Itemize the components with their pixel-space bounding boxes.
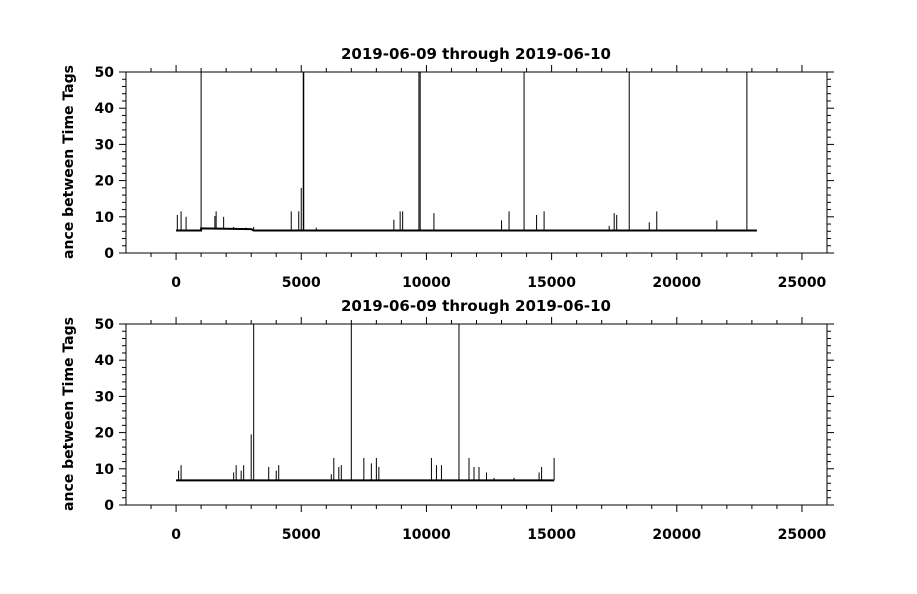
y-tick-label: 10 xyxy=(95,210,115,226)
y-axis-label: ance between Time Tags xyxy=(61,317,77,511)
y-tick-label: 30 xyxy=(95,389,115,405)
x-tick-label: 5000 xyxy=(282,527,321,543)
y-tick-label: 40 xyxy=(95,101,115,117)
y-tick-label: 50 xyxy=(95,317,115,333)
plot-frame xyxy=(125,71,828,254)
y-axis-label: ance between Time Tags xyxy=(61,65,77,259)
y-tick-label: 20 xyxy=(95,174,115,190)
x-tick-label: 25000 xyxy=(778,275,827,291)
x-tick-label: 15000 xyxy=(527,275,576,291)
y-tick-label: 50 xyxy=(95,65,115,81)
x-tick-label: 15000 xyxy=(527,527,576,543)
y-tick-label: 20 xyxy=(95,426,115,442)
y-tick-label: 0 xyxy=(104,498,114,514)
x-tick-label: 20000 xyxy=(652,275,701,291)
y-tick-label: 30 xyxy=(95,137,115,153)
plot-area: 0 5000 10000 15000 20000 25000 0 10 20 30 40 50 xyxy=(95,317,834,543)
series-baseline xyxy=(176,227,757,232)
x-tick-label: 0 xyxy=(171,527,181,543)
y-tick-label: 0 xyxy=(104,246,114,262)
x-tick-label: 10000 xyxy=(402,527,451,543)
x-tick-label: 10000 xyxy=(402,275,451,291)
x-tick-label: 0 xyxy=(171,275,181,291)
chart-panel-bottom: 2019-06-09 through 2019-06-10 ance betwe… xyxy=(61,297,834,543)
chart-title: 2019-06-09 through 2019-06-10 xyxy=(341,45,611,63)
x-tick-label: 25000 xyxy=(778,527,827,543)
x-tick-label: 5000 xyxy=(282,275,321,291)
y-tick-label: 40 xyxy=(95,353,115,369)
chart-panel-top: 2019-06-09 through 2019-06-10 ance betwe… xyxy=(61,45,834,291)
plot-area: 0 5000 10000 15000 20000 25000 0 10 20 30 40 50 xyxy=(95,65,834,291)
x-tick-label: 20000 xyxy=(652,527,701,543)
plot-frame xyxy=(125,323,828,506)
chart-title: 2019-06-09 through 2019-06-10 xyxy=(341,297,611,315)
y-tick-label: 10 xyxy=(95,462,115,478)
